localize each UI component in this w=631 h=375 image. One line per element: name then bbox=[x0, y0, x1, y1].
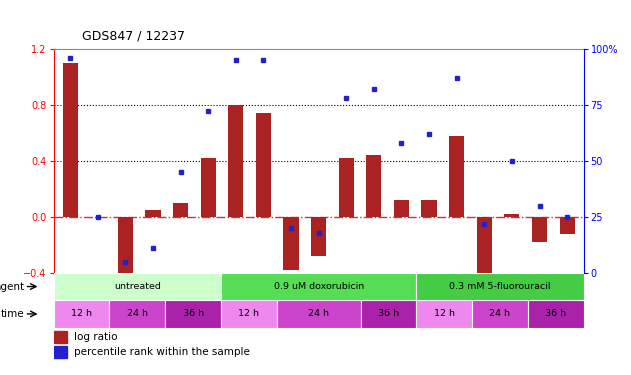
Bar bbox=[449, 136, 464, 217]
Bar bbox=[145, 210, 161, 217]
Text: 24 h: 24 h bbox=[308, 309, 329, 318]
Bar bbox=[416, 300, 472, 328]
Text: agent: agent bbox=[0, 282, 25, 291]
Bar bbox=[62, 63, 78, 217]
Text: 12 h: 12 h bbox=[433, 309, 455, 318]
Bar bbox=[532, 217, 547, 242]
Text: 36 h: 36 h bbox=[545, 309, 567, 318]
Text: log ratio: log ratio bbox=[74, 332, 117, 342]
Text: 36 h: 36 h bbox=[182, 309, 204, 318]
Bar bbox=[422, 200, 437, 217]
Bar bbox=[472, 300, 528, 328]
Text: percentile rank within the sample: percentile rank within the sample bbox=[74, 347, 250, 357]
Text: 24 h: 24 h bbox=[490, 309, 510, 318]
Bar bbox=[221, 273, 416, 300]
Bar bbox=[165, 300, 221, 328]
Bar bbox=[394, 200, 409, 217]
Text: 12 h: 12 h bbox=[239, 309, 259, 318]
Bar bbox=[416, 273, 584, 300]
Text: 24 h: 24 h bbox=[127, 309, 148, 318]
Text: 12 h: 12 h bbox=[71, 309, 92, 318]
Bar bbox=[109, 300, 165, 328]
Bar bbox=[277, 300, 360, 328]
Bar bbox=[54, 331, 67, 343]
Bar bbox=[476, 217, 492, 276]
Bar bbox=[366, 155, 382, 217]
Bar bbox=[54, 273, 221, 300]
Bar bbox=[54, 346, 67, 358]
Bar bbox=[560, 217, 575, 234]
Bar bbox=[221, 300, 277, 328]
Bar bbox=[256, 113, 271, 217]
Bar bbox=[118, 217, 133, 284]
Bar bbox=[504, 214, 519, 217]
Bar bbox=[311, 217, 326, 256]
Text: untreated: untreated bbox=[114, 282, 161, 291]
Bar bbox=[201, 158, 216, 217]
Text: time: time bbox=[1, 309, 25, 319]
Bar bbox=[54, 300, 109, 328]
Text: 0.9 uM doxorubicin: 0.9 uM doxorubicin bbox=[273, 282, 364, 291]
Bar bbox=[360, 300, 416, 328]
Bar bbox=[228, 105, 244, 217]
Text: 36 h: 36 h bbox=[378, 309, 399, 318]
Text: 0.3 mM 5-fluorouracil: 0.3 mM 5-fluorouracil bbox=[449, 282, 551, 291]
Bar bbox=[283, 217, 298, 270]
Bar bbox=[173, 203, 188, 217]
Bar bbox=[528, 300, 584, 328]
Bar bbox=[339, 158, 354, 217]
Text: GDS847 / 12237: GDS847 / 12237 bbox=[82, 29, 185, 42]
